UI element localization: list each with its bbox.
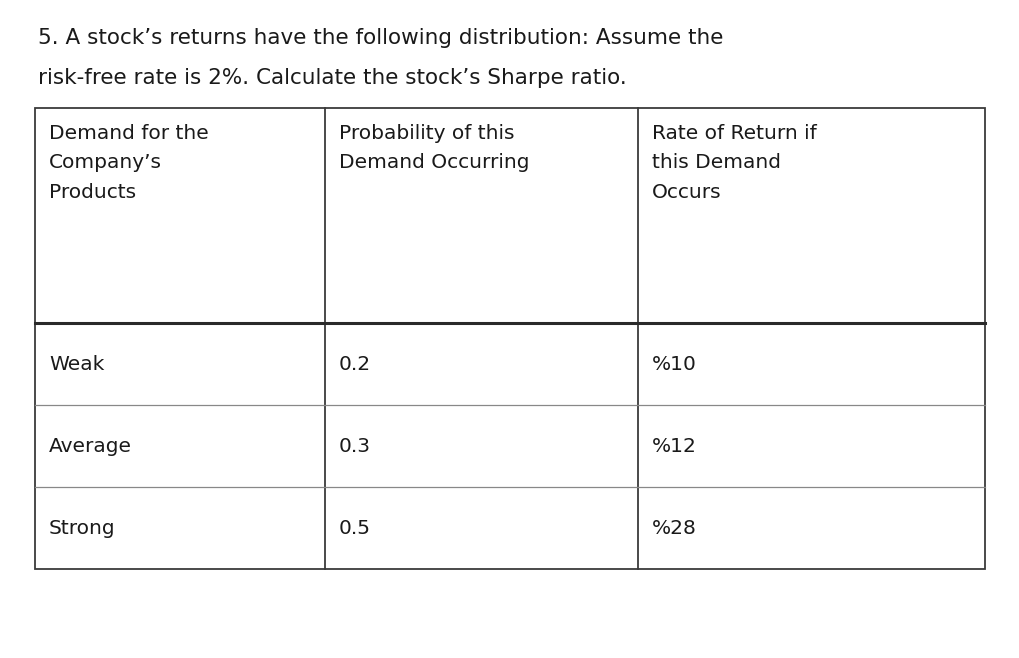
Text: Demand for the
Company’s
Products: Demand for the Company’s Products (49, 124, 209, 202)
Text: %12: %12 (652, 436, 697, 455)
Text: 5. A stock’s returns have the following distribution: Assume the: 5. A stock’s returns have the following … (38, 28, 723, 48)
Text: Average: Average (49, 436, 132, 455)
Text: Weak: Weak (49, 355, 104, 374)
Text: Rate of Return if
this Demand
Occurs: Rate of Return if this Demand Occurs (652, 124, 817, 202)
Text: 0.5: 0.5 (338, 519, 371, 538)
Text: 0.3: 0.3 (338, 436, 371, 455)
Text: Probability of this
Demand Occurring: Probability of this Demand Occurring (338, 124, 529, 172)
Text: 0.2: 0.2 (338, 355, 371, 374)
Text: %28: %28 (652, 519, 697, 538)
Text: %10: %10 (652, 355, 697, 374)
Text: Strong: Strong (49, 519, 115, 538)
Text: risk-free rate is 2%. Calculate the stock’s Sharpe ratio.: risk-free rate is 2%. Calculate the stoc… (38, 68, 627, 88)
